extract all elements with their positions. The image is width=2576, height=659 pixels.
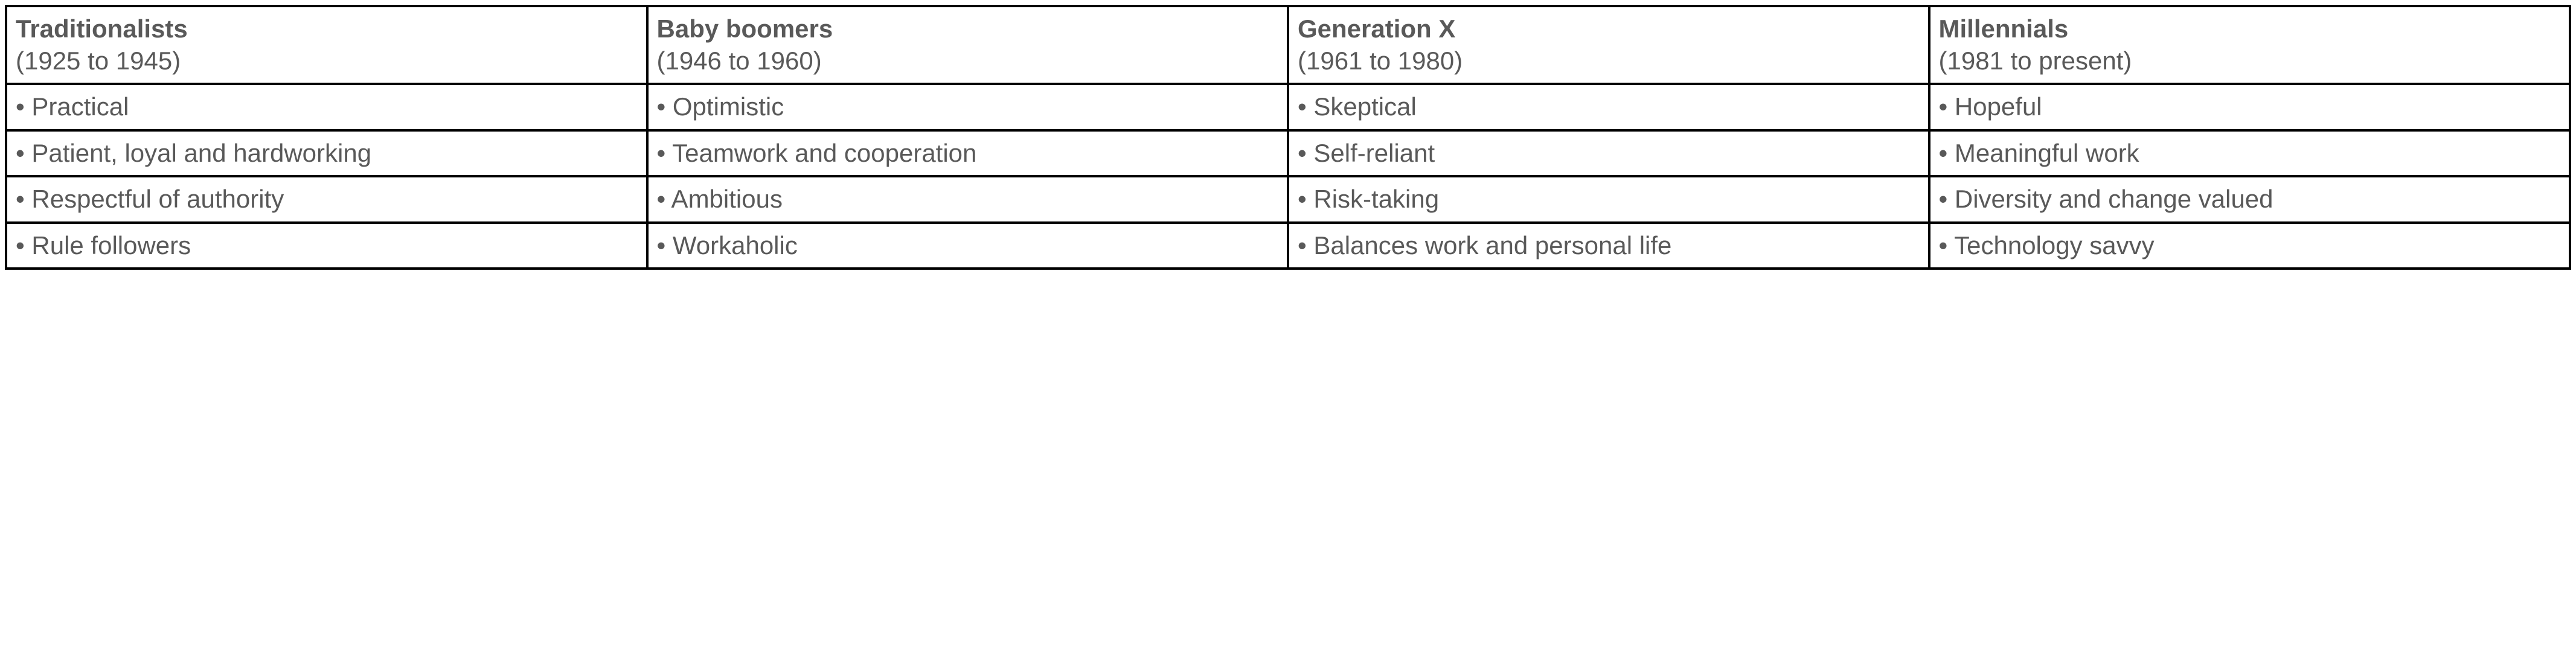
header-title: Generation X [1298,14,1455,43]
trait-cell: • Optimistic [647,84,1289,130]
table-row: • Rule followers • Workaholic • Balances… [6,223,2570,269]
table-header-row: Traditionalists (1925 to 1945) Baby boom… [6,6,2570,84]
trait-cell: • Meaningful work [1929,130,2571,177]
trait-cell: • Teamwork and cooperation [647,130,1289,177]
trait-cell: • Workaholic [647,223,1289,269]
trait-cell: • Balances work and personal life [1288,223,1929,269]
header-title: Traditionalists [16,14,188,43]
header-title: Millennials [1939,14,2069,43]
trait-cell: • Respectful of authority [6,176,647,223]
trait-cell: • Risk-taking [1288,176,1929,223]
trait-cell: • Technology savvy [1929,223,2571,269]
header-cell-baby-boomers: Baby boomers (1946 to 1960) [647,6,1289,84]
header-range: (1946 to 1960) [657,46,822,75]
trait-cell: • Skeptical [1288,84,1929,130]
table-row: • Respectful of authority • Ambitious • … [6,176,2570,223]
header-cell-traditionalists: Traditionalists (1925 to 1945) [6,6,647,84]
trait-cell: • Self-reliant [1288,130,1929,177]
trait-cell: • Patient, loyal and hardworking [6,130,647,177]
trait-cell: • Ambitious [647,176,1289,223]
table-row: • Patient, loyal and hardworking • Teamw… [6,130,2570,177]
header-range: (1981 to present) [1939,46,2132,75]
trait-cell: • Hopeful [1929,84,2571,130]
header-cell-generation-x: Generation X (1961 to 1980) [1288,6,1929,84]
header-title: Baby boomers [657,14,833,43]
trait-cell: • Rule followers [6,223,647,269]
trait-cell: • Diversity and change valued [1929,176,2571,223]
trait-cell: • Practical [6,84,647,130]
header-cell-millennials: Millennials (1981 to present) [1929,6,2571,84]
header-range: (1961 to 1980) [1298,46,1463,75]
header-range: (1925 to 1945) [16,46,181,75]
table-row: • Practical • Optimistic • Skeptical • H… [6,84,2570,130]
generations-table: Traditionalists (1925 to 1945) Baby boom… [5,5,2571,270]
